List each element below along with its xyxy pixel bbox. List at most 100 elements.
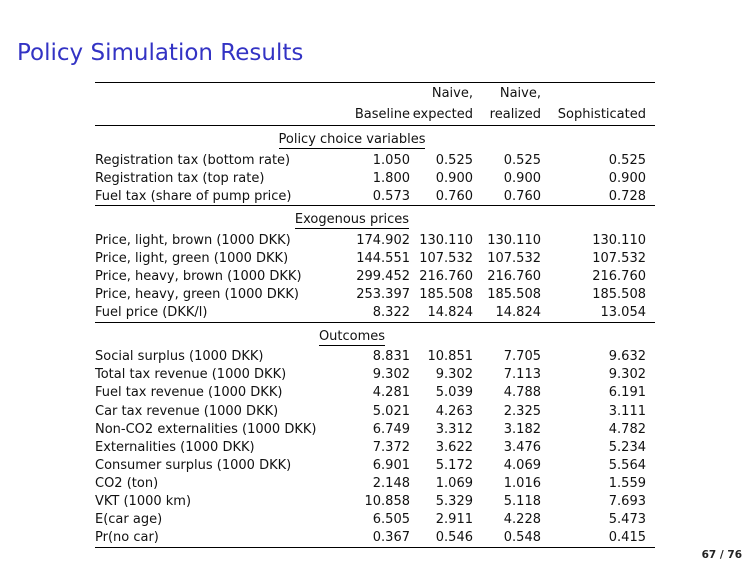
- table-row: Total tax revenue (1000 DKK) 9.302 9.302 7.…: [95, 366, 655, 384]
- value-cell: 1.016: [503, 475, 541, 491]
- value-cell: 5.172: [435, 457, 473, 473]
- row-label: Price, light, brown (1000 DKK): [95, 232, 291, 248]
- value-cell: 3.182: [503, 421, 541, 437]
- section-title-cell: Exogenous prices: [95, 205, 655, 232]
- value-cell: 7.372: [372, 439, 410, 455]
- value-cell: 130.110: [487, 232, 541, 248]
- value-cell: 299.452: [356, 269, 410, 285]
- value-cell: 0.367: [372, 530, 410, 546]
- value-cell: 9.302: [372, 367, 410, 383]
- row-label: Pr(no car): [95, 530, 159, 546]
- value-cell: 0.760: [503, 188, 541, 204]
- section-title-row: Exogenous prices: [95, 205, 655, 232]
- value-cell: 107.532: [419, 250, 473, 266]
- value-cell: 107.532: [592, 250, 646, 266]
- value-cell: 0.900: [608, 170, 646, 186]
- row-label: Registration tax (top rate): [95, 170, 265, 186]
- column-header-cell: Sophisticated: [541, 101, 655, 126]
- value-cell: 10.851: [427, 349, 474, 365]
- row-label: Price, heavy, green (1000 DKK): [95, 287, 299, 303]
- value-cell: 0.900: [503, 170, 541, 186]
- table-row: Registration tax (bottom rate) 1.050 0.525…: [95, 151, 655, 169]
- column-header-cell: expected: [410, 101, 473, 126]
- value-cell: 4.228: [503, 512, 541, 528]
- value-cell: 130.110: [419, 232, 473, 248]
- value-cell: 174.902: [356, 232, 410, 248]
- value-cell: 6.191: [608, 385, 646, 401]
- value-cell: 185.508: [487, 287, 541, 303]
- value-cell: 5.473: [608, 512, 646, 528]
- value-cell: 1.559: [608, 475, 646, 491]
- value-cell: 0.548: [503, 530, 541, 546]
- value-cell: 5.039: [435, 385, 473, 401]
- value-cell: 13.054: [600, 305, 647, 321]
- table-row: Non-CO2 externalities (1000 DKK) 6.749 3.3…: [95, 420, 655, 438]
- column-header-row: Naive, Naive,: [95, 83, 655, 102]
- value-cell: 5.234: [608, 439, 646, 455]
- results-table: Naive, Naive, Baseline expected realized Soph…: [95, 82, 655, 548]
- value-cell: 4.782: [608, 421, 646, 437]
- column-header-cell: [541, 83, 655, 102]
- row-label: Price, heavy, brown (1000 DKK): [95, 269, 302, 285]
- table-row: Externalities (1000 DKK) 7.372 3.622 3.476 5…: [95, 438, 655, 456]
- section-title-cell: Outcomes: [95, 321, 655, 348]
- value-cell: 9.302: [435, 367, 473, 383]
- section-title: Outcomes: [318, 328, 386, 346]
- value-cell: 130.110: [592, 232, 646, 248]
- value-cell: 1.050: [372, 152, 410, 168]
- value-cell: 0.525: [435, 152, 473, 168]
- value-cell: 144.551: [356, 250, 410, 266]
- value-cell: 3.476: [503, 439, 541, 455]
- value-cell: 7.693: [608, 494, 646, 510]
- value-cell: 9.302: [608, 367, 646, 383]
- value-cell: 185.508: [419, 287, 473, 303]
- row-label: Externalities (1000 DKK): [95, 439, 255, 455]
- table-row: Price, light, brown (1000 DKK) 174.902 130…: [95, 231, 655, 249]
- section-title-cell: Policy choice variables: [95, 126, 655, 152]
- value-cell: 3.312: [435, 421, 473, 437]
- value-cell: 0.415: [608, 530, 646, 546]
- value-cell: 9.632: [608, 349, 646, 365]
- table-row: E(car age) 6.505 2.911 4.228 5.473: [95, 511, 655, 529]
- value-cell: 1.800: [372, 170, 410, 186]
- value-cell: 4.788: [503, 385, 541, 401]
- value-cell: 3.622: [435, 439, 473, 455]
- column-header-cell: [95, 101, 345, 126]
- column-header-cell: [95, 83, 345, 102]
- value-cell: 4.263: [435, 403, 473, 419]
- value-cell: 8.831: [372, 349, 410, 365]
- table-section: Exogenous prices Price, light, brown (100…: [95, 205, 655, 323]
- row-label: CO2 (ton): [95, 475, 159, 491]
- row-label: Social surplus (1000 DKK): [95, 349, 264, 365]
- row-label: Total tax revenue (1000 DKK): [95, 367, 287, 383]
- value-cell: 216.760: [592, 269, 646, 285]
- section-title: Exogenous prices: [294, 212, 410, 230]
- value-cell: 0.546: [435, 530, 473, 546]
- slide-title: Policy Simulation Results: [17, 40, 304, 66]
- row-label: VKT (1000 km): [95, 494, 192, 510]
- table-row: Fuel price (DKK/l) 8.322 14.824 14.824 13.05…: [95, 304, 655, 323]
- row-label: Fuel tax (share of pump price): [95, 188, 292, 204]
- value-cell: 216.760: [419, 269, 473, 285]
- value-cell: 2.911: [435, 512, 473, 528]
- table-row: Consumer surplus (1000 DKK) 6.901 5.172 4.0…: [95, 456, 655, 474]
- value-cell: 0.525: [608, 152, 646, 168]
- value-cell: 6.749: [372, 421, 410, 437]
- row-label: Car tax revenue (1000 DKK): [95, 403, 279, 419]
- value-cell: 5.021: [372, 403, 410, 419]
- section-title-row: Outcomes: [95, 321, 655, 348]
- value-cell: 6.901: [372, 457, 410, 473]
- table-row: Registration tax (top rate) 1.800 0.900 0.9…: [95, 169, 655, 187]
- column-header-cell: Baseline: [345, 101, 410, 126]
- row-label: Fuel price (DKK/l): [95, 305, 208, 321]
- row-label: Registration tax (bottom rate): [95, 152, 291, 168]
- value-cell: 0.900: [435, 170, 473, 186]
- value-cell: 6.505: [372, 512, 410, 528]
- row-label: Non-CO2 externalities (1000 DKK): [95, 421, 317, 437]
- table-row: Price, heavy, green (1000 DKK) 253.397 185…: [95, 286, 655, 304]
- table-row: Price, heavy, brown (1000 DKK) 299.452 216…: [95, 267, 655, 285]
- value-cell: 107.532: [487, 250, 541, 266]
- value-cell: 2.325: [503, 403, 541, 419]
- row-label: Price, light, green (1000 DKK): [95, 250, 289, 266]
